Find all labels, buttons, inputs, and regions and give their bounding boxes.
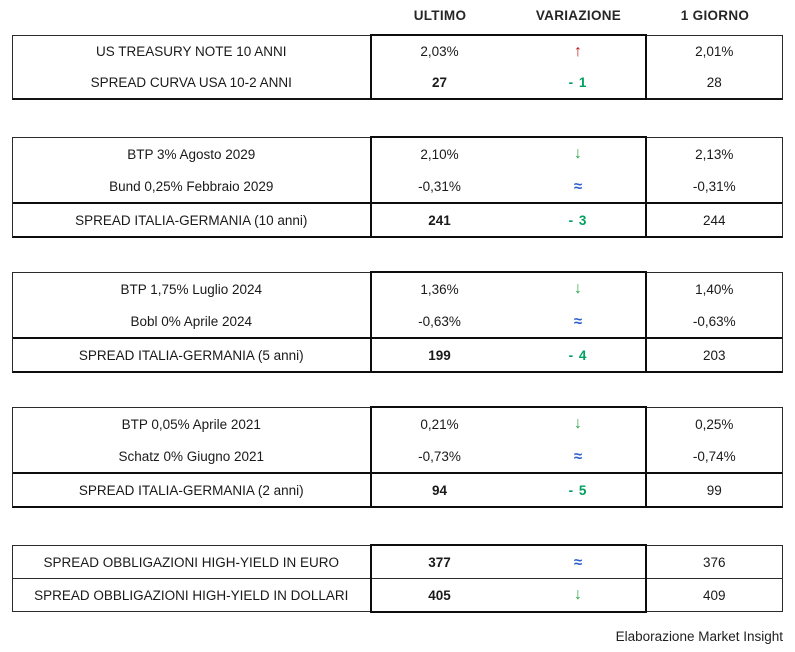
variation-indicator: - 1 (568, 75, 588, 90)
variation-indicator: ≈ (573, 447, 583, 465)
column-headers: ULTIMO VARIAZIONE 1 GIORNO (12, 8, 783, 23)
instrument-label: SPREAD ITALIA-GERMANIA (2 anni) (78, 482, 304, 498)
header-spacer (12, 8, 370, 23)
giorno-value: -0,63% (692, 313, 736, 329)
ultimo-value: -0,73% (418, 448, 461, 464)
instrument-label: BTP 1,75% Luglio 2024 (120, 281, 263, 297)
ultimo-value: 27 (431, 75, 448, 90)
giorno-value: 1,40% (695, 281, 734, 297)
ultimo-value: 377 (428, 554, 451, 570)
variation-indicator: ≈ (573, 553, 583, 571)
instrument-label: SPREAD OBBLIGAZIONI HIGH-YIELD IN EURO (43, 554, 340, 570)
table-row: SPREAD ITALIA-GERMANIA (5 anni) 199 - 4 … (13, 337, 782, 371)
giorno-value: 0,25% (695, 416, 734, 432)
variation-indicator: ≈ (573, 312, 583, 330)
instrument-label: SPREAD CURVA USA 10-2 ANNI (90, 75, 292, 90)
ultimo-value: 0,21% (420, 416, 459, 432)
column-header-ultimo: ULTIMO (413, 8, 467, 23)
instrument-label: Bobl 0% Aprile 2024 (130, 313, 253, 329)
ultimo-value: 2,03% (420, 44, 459, 59)
ultimo-value: -0,63% (418, 313, 461, 329)
variation-indicator: ↓ (574, 280, 582, 297)
table-block: US TREASURY NOTE 10 ANNI 2,03% ↑ 2,01% S… (12, 34, 783, 100)
column-header-variazione: VARIAZIONE (535, 8, 622, 23)
giorno-value: 2,13% (695, 146, 734, 162)
giorno-value: -0,31% (692, 178, 736, 194)
table-row: SPREAD OBBLIGAZIONI HIGH-YIELD IN EURO 3… (13, 546, 782, 578)
variation-indicator: ↓ (574, 145, 582, 162)
instrument-label: SPREAD OBBLIGAZIONI HIGH-YIELD IN DOLLAR… (34, 587, 349, 603)
table-block: BTP 3% Agosto 2029 2,10% ↓ 2,13% Bund 0,… (12, 136, 783, 238)
giorno-value: 99 (706, 482, 722, 498)
ultimo-value: 94 (431, 482, 448, 498)
attribution-text: Elaborazione Market Insight (615, 629, 783, 644)
giorno-value: 376 (702, 554, 726, 570)
giorno-value: -0,74% (692, 448, 736, 464)
giorno-value: 28 (706, 75, 722, 90)
table-row: SPREAD ITALIA-GERMANIA (2 anni) 94 - 5 9… (13, 472, 782, 506)
giorno-value: 409 (702, 587, 726, 603)
ultimo-value: 1,36% (420, 281, 459, 297)
instrument-label: BTP 0,05% Aprile 2021 (121, 416, 261, 432)
table-row: BTP 0,05% Aprile 2021 0,21% ↓ 0,25% (13, 408, 782, 440)
giorno-value: 2,01% (695, 44, 734, 59)
instrument-label: BTP 3% Agosto 2029 (127, 146, 256, 162)
table-row: Bund 0,25% Febbraio 2029 -0,31% ≈ -0,31% (13, 170, 782, 202)
table-row: SPREAD ITALIA-GERMANIA (10 anni) 241 - 3… (13, 202, 782, 236)
variation-indicator: ↑ (574, 42, 582, 60)
ultimo-value: 405 (428, 587, 451, 603)
table-row: BTP 3% Agosto 2029 2,10% ↓ 2,13% (13, 138, 782, 170)
table-row: SPREAD OBBLIGAZIONI HIGH-YIELD IN DOLLAR… (13, 578, 782, 611)
instrument-label: US TREASURY NOTE 10 ANNI (95, 44, 287, 59)
variation-indicator: ↓ (574, 586, 582, 603)
instrument-label: Schatz 0% Giugno 2021 (118, 448, 265, 464)
instrument-label: Bund 0,25% Febbraio 2029 (109, 178, 274, 194)
giorno-value: 244 (702, 212, 726, 228)
table-row: BTP 1,75% Luglio 2024 1,36% ↓ 1,40% (13, 273, 782, 305)
table-block: SPREAD OBBLIGAZIONI HIGH-YIELD IN EURO 3… (12, 544, 783, 613)
table-row: Schatz 0% Giugno 2021 -0,73% ≈ -0,74% (13, 440, 782, 472)
ultimo-value: 199 (428, 347, 451, 363)
variation-indicator: - 4 (568, 347, 588, 363)
giorno-value: 203 (702, 347, 726, 363)
variation-indicator: ↓ (574, 415, 582, 432)
variation-indicator: - 5 (568, 482, 588, 498)
instrument-label: SPREAD ITALIA-GERMANIA (10 anni) (75, 212, 308, 228)
ultimo-value: 241 (428, 212, 451, 228)
column-header-giorno: 1 GIORNO (680, 8, 750, 23)
table-row: US TREASURY NOTE 10 ANNI 2,03% ↑ 2,01% (13, 36, 782, 67)
ultimo-value: 2,10% (420, 146, 459, 162)
table-row: SPREAD CURVA USA 10-2 ANNI 27 - 1 28 (13, 67, 782, 98)
instrument-label: SPREAD ITALIA-GERMANIA (5 anni) (78, 347, 304, 363)
table-row: Bobl 0% Aprile 2024 -0,63% ≈ -0,63% (13, 305, 782, 337)
ultimo-value: -0,31% (418, 178, 461, 194)
table-block: BTP 1,75% Luglio 2024 1,36% ↓ 1,40% Bobl… (12, 271, 783, 373)
variation-indicator: ≈ (573, 177, 583, 195)
table-block: BTP 0,05% Aprile 2021 0,21% ↓ 0,25% Scha… (12, 406, 783, 508)
variation-indicator: - 3 (568, 212, 588, 228)
